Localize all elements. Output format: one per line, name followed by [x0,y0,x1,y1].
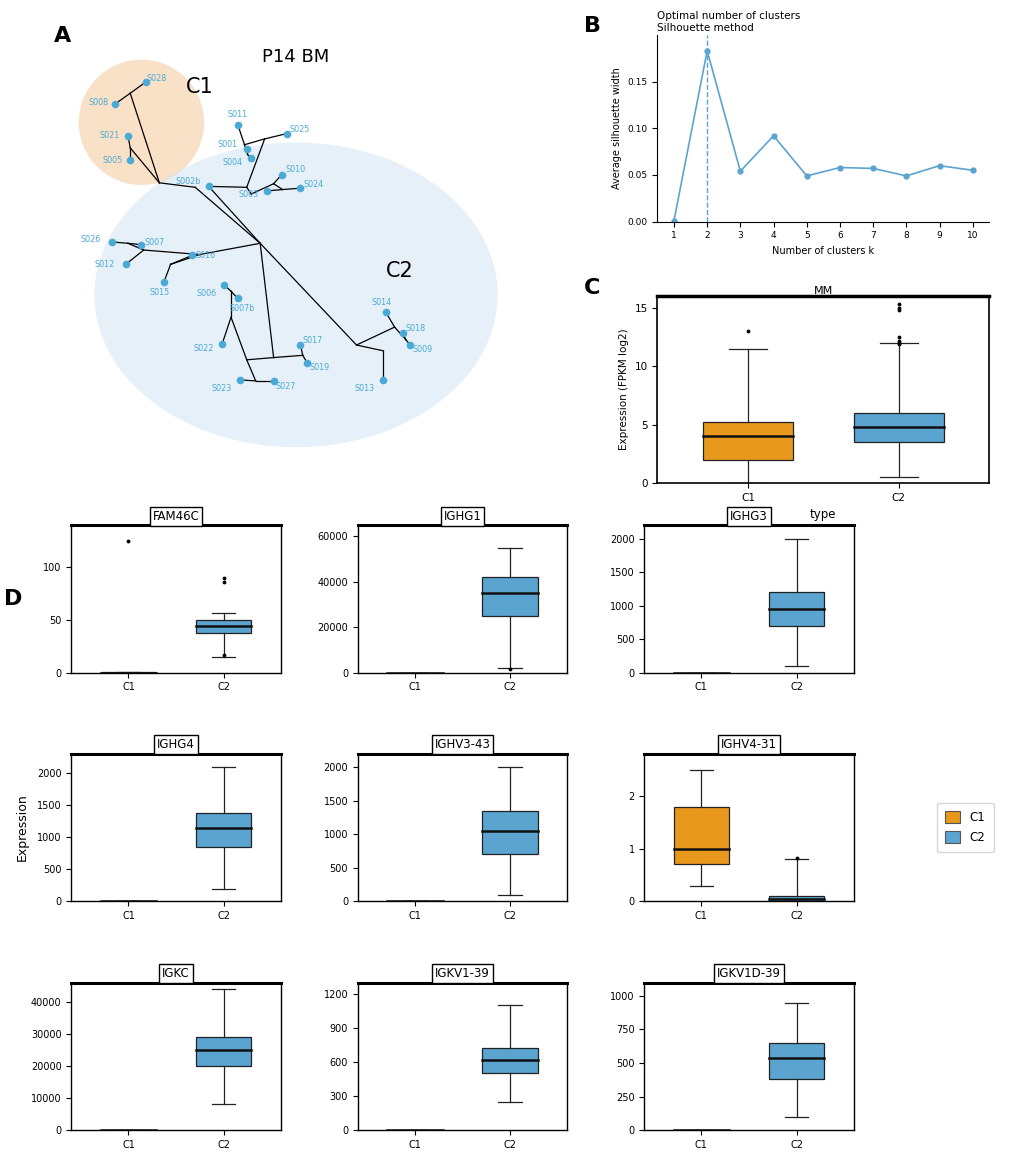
Text: S012: S012 [94,260,114,269]
Title: IGKC: IGKC [162,967,190,980]
Text: A: A [54,26,71,45]
Text: S021: S021 [100,132,120,140]
Text: S011: S011 [227,111,248,119]
Text: S007b: S007b [229,304,255,312]
Text: S017: S017 [303,336,323,345]
Text: S004: S004 [222,158,243,167]
Text: S014: S014 [371,297,391,306]
Text: S003: S003 [237,190,258,199]
Y-axis label: Expression (FPKM log2): Expression (FPKM log2) [619,329,628,451]
Bar [482,578,537,616]
Text: S027: S027 [276,382,297,390]
Text: S001: S001 [218,140,237,149]
Text: S008: S008 [89,98,109,107]
Bar [768,592,823,626]
Text: S022: S022 [193,344,213,353]
Bar [674,806,729,864]
Text: S026: S026 [81,235,101,245]
Y-axis label: Expression: Expression [15,793,29,861]
Y-axis label: Average silhouette width: Average silhouette width [611,68,622,189]
Ellipse shape [95,142,497,447]
Text: MM: MM [813,287,833,296]
Bar [482,811,537,854]
Text: C1: C1 [186,77,214,97]
Text: S007: S007 [145,238,165,247]
Ellipse shape [78,59,204,185]
Title: IGHV4-31: IGHV4-31 [720,739,776,751]
Title: IGHG1: IGHG1 [443,509,481,523]
Text: S023: S023 [211,383,231,393]
Bar [196,1037,251,1066]
Text: S013: S013 [355,383,374,393]
Text: C: C [584,277,600,298]
Text: S015: S015 [149,288,169,297]
Text: C2: C2 [385,261,413,281]
Title: IGHG4: IGHG4 [157,739,195,751]
X-axis label: type: type [809,508,836,521]
Legend: C1, C2: C1, C2 [935,803,993,853]
Text: S006: S006 [196,289,216,297]
Text: S025: S025 [289,125,310,134]
Bar [196,813,251,847]
X-axis label: Number of clusters k: Number of clusters k [771,246,873,256]
Text: S009: S009 [413,345,432,354]
Bar [768,1043,823,1079]
Text: S016: S016 [196,250,215,260]
Text: Optimal number of clusters
Silhouette method: Optimal number of clusters Silhouette me… [656,12,800,33]
Title: IGKV1-39: IGKV1-39 [435,967,489,980]
Text: B: B [584,16,601,36]
Title: IGHG3: IGHG3 [730,509,767,523]
Bar [482,1048,537,1073]
Text: S024: S024 [304,181,324,189]
Bar [768,896,823,902]
Bar [196,620,251,633]
Text: S002b: S002b [175,177,201,186]
Title: IGHV3-43: IGHV3-43 [434,739,490,751]
Bar [702,423,793,460]
Text: S018: S018 [405,324,425,333]
Text: S019: S019 [310,363,329,372]
Title: IGKV1D-39: IGKV1D-39 [716,967,781,980]
Text: P14 BM: P14 BM [262,49,329,66]
Text: S005: S005 [102,156,122,165]
Text: D: D [4,589,22,609]
Text: S010: S010 [284,165,305,174]
Title: FAM46C: FAM46C [153,509,200,523]
Bar [853,414,944,443]
Text: S028: S028 [147,73,167,83]
